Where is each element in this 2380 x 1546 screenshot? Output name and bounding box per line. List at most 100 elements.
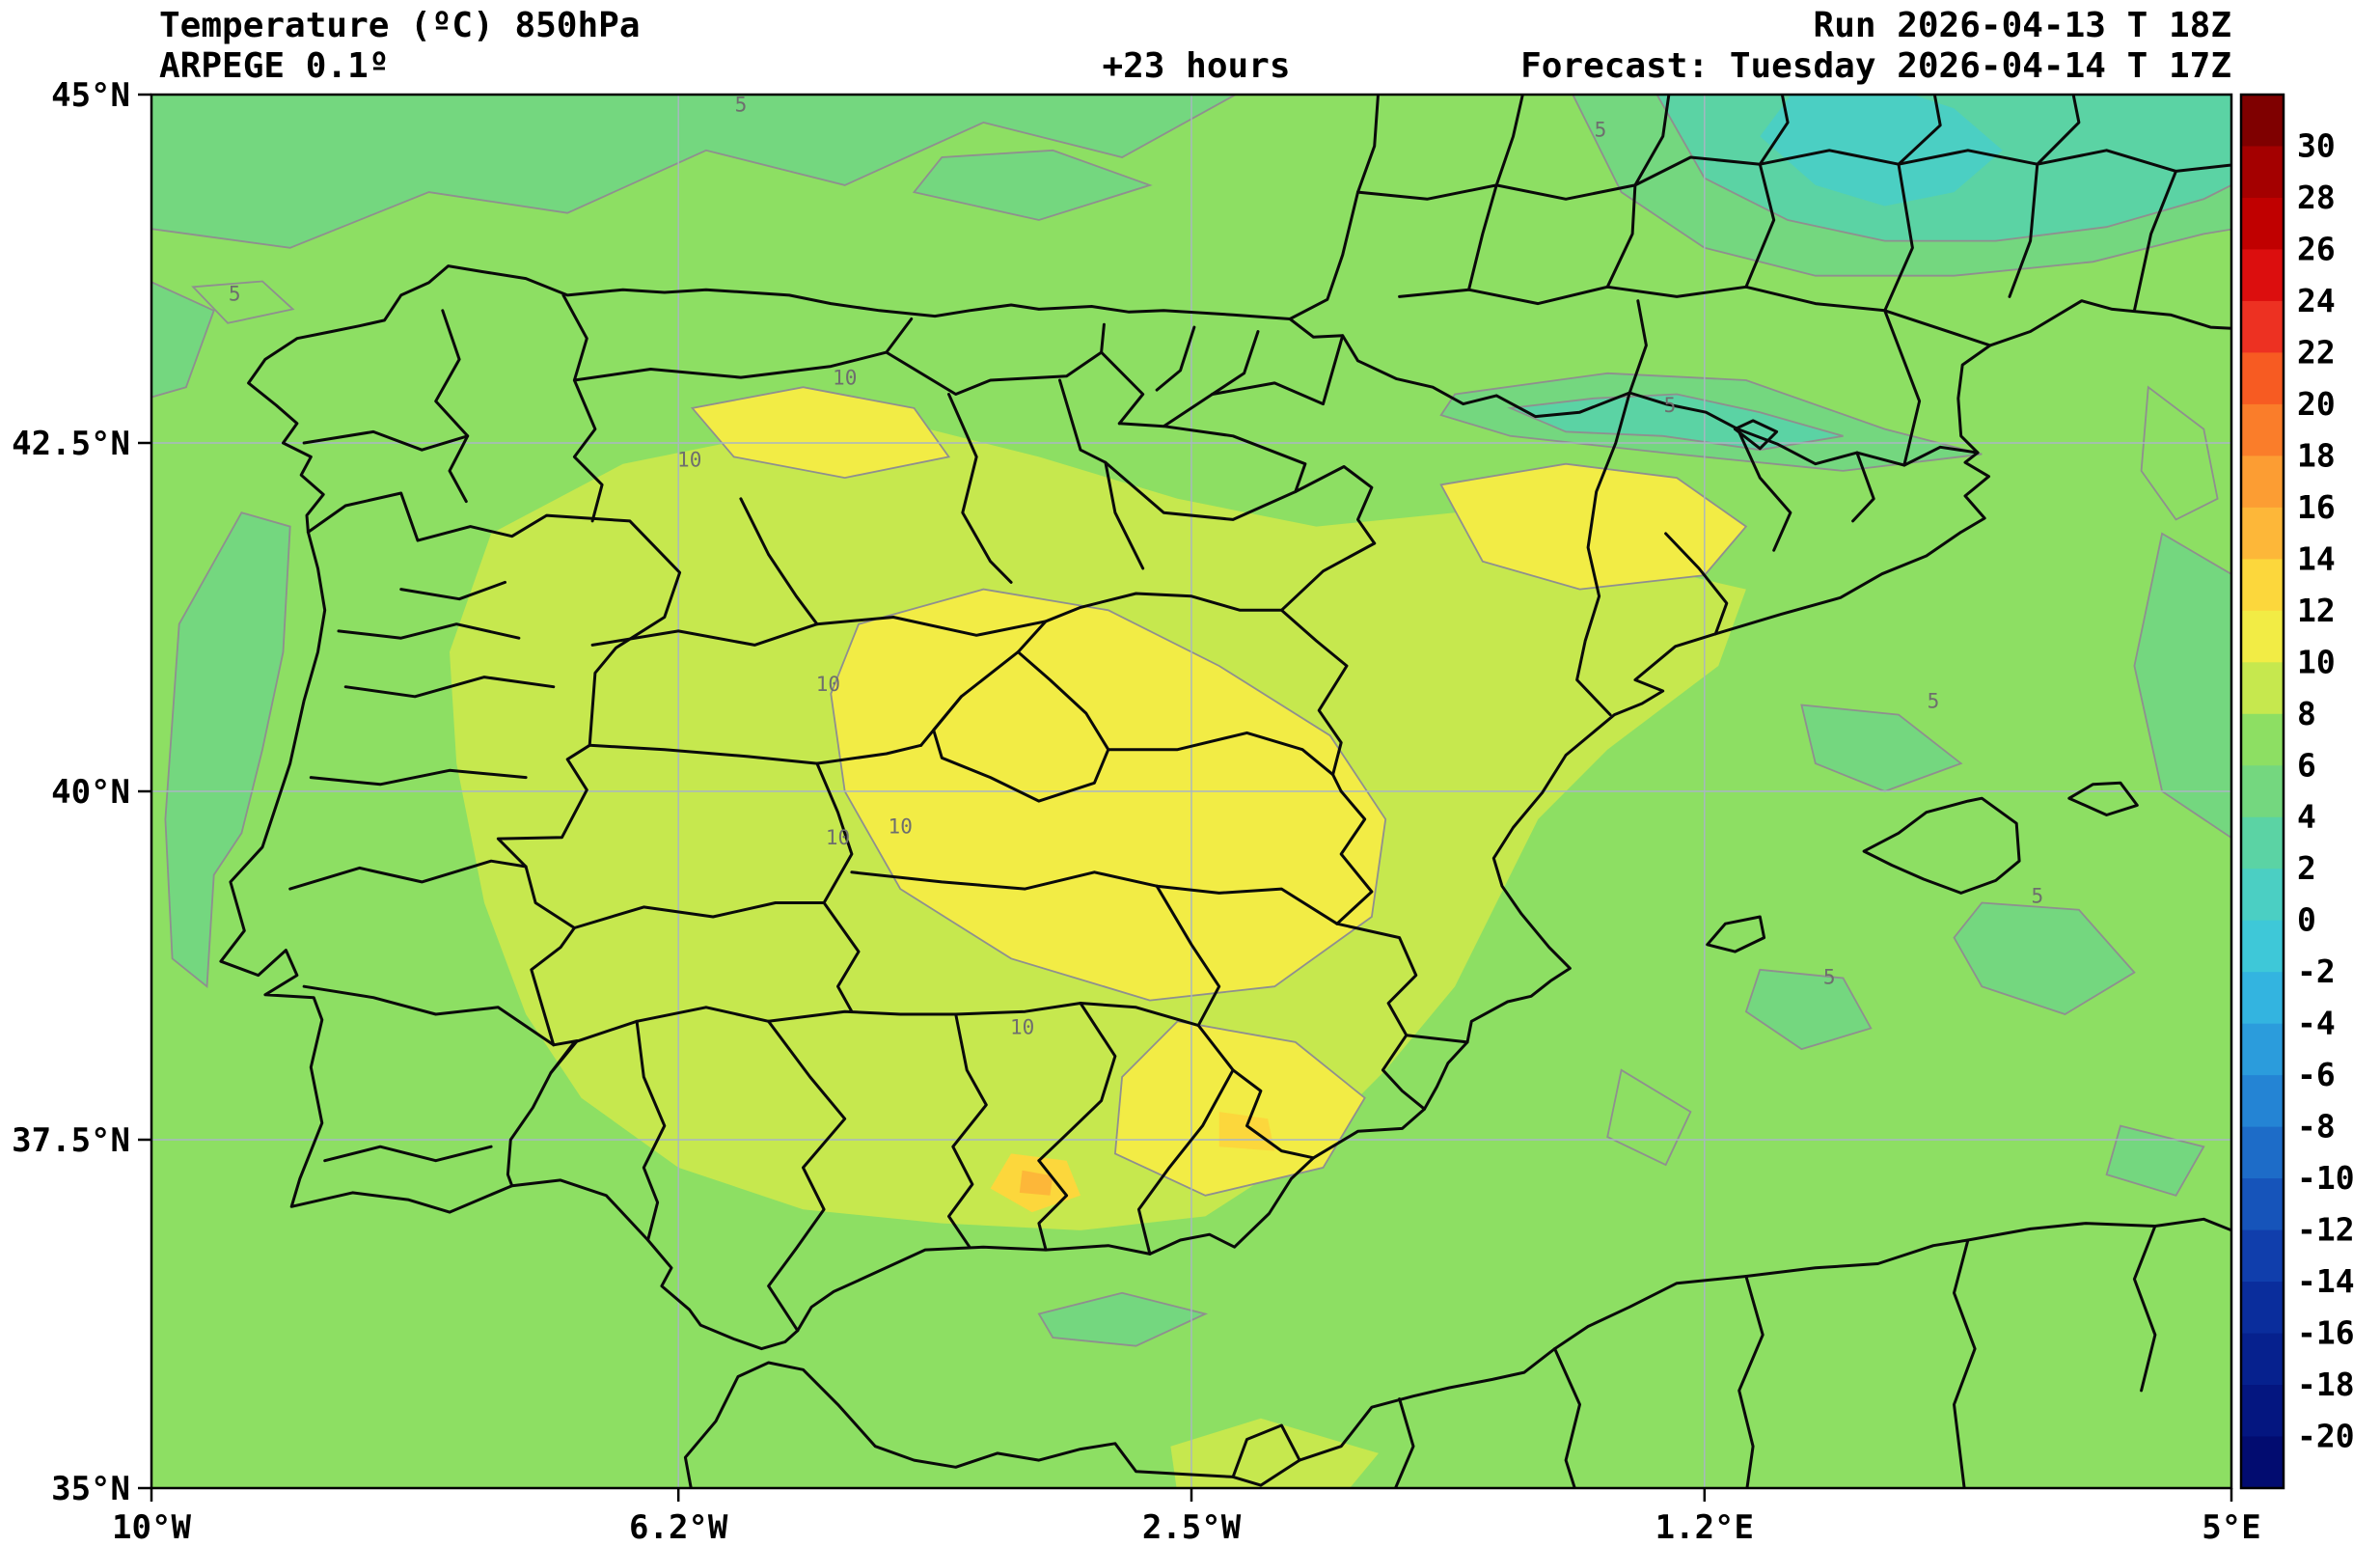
temp-band-4-6 <box>1801 704 1961 791</box>
colorbar-tick-label: -14 <box>2297 1262 2355 1300</box>
province-border <box>434 309 470 504</box>
colorbar-tick-label: 18 <box>2297 436 2336 474</box>
colorbar-band <box>2241 559 2284 612</box>
colorbar-band <box>2241 146 2284 199</box>
temp-band-8-10 <box>1170 1418 1379 1488</box>
contour-label-5: 5 <box>1928 689 1940 712</box>
province-border <box>1398 285 1992 347</box>
province-border <box>1196 1024 1315 1160</box>
contour-5-line <box>191 280 295 324</box>
x-tick-label: 2.5°W <box>1142 1508 1242 1546</box>
valid-time-label: Forecast: Tuesday 2026-04-14 T 17Z <box>1520 46 2231 86</box>
province-border <box>302 429 470 452</box>
contour-10-line <box>1439 462 1748 591</box>
province-border <box>947 1012 988 1249</box>
colorbar-tick-label: 4 <box>2297 798 2316 836</box>
province-border <box>635 1019 667 1242</box>
contour-label-5: 5 <box>229 283 241 306</box>
province-border <box>549 1002 1200 1075</box>
colorbar-tick-label: -12 <box>2297 1211 2355 1249</box>
province-border <box>1758 95 1790 166</box>
x-tick-label: 5°E <box>2202 1508 2260 1546</box>
province-border <box>309 768 528 787</box>
colorbar-band <box>2241 1023 2284 1076</box>
province-border <box>1037 1002 1117 1163</box>
contour-5-line <box>2133 532 2231 840</box>
temp-band-10-12 <box>1440 463 1746 590</box>
colorbar-band <box>2241 1126 2284 1179</box>
province-border <box>1335 789 1374 925</box>
y-tick-label: 45°N <box>51 76 130 115</box>
colorbar-tick-label: 24 <box>2297 282 2336 319</box>
colorbar-band <box>2241 972 2284 1025</box>
province-border <box>2132 169 2177 313</box>
contour-label-10: 10 <box>677 449 701 472</box>
province-border <box>932 650 1110 803</box>
y-tick-label: 37.5°N <box>12 1121 130 1160</box>
province-border <box>399 580 506 601</box>
province-border <box>1736 428 1792 552</box>
province-border <box>1664 532 1729 636</box>
province-border <box>1107 731 1335 777</box>
colorbar-tick-label: -2 <box>2297 952 2336 990</box>
colorbar-tick-label: -6 <box>2297 1056 2336 1093</box>
colorbar-band <box>2241 1229 2284 1283</box>
province-border <box>850 870 1159 891</box>
contour-5-line <box>164 511 291 988</box>
temp-band-4-6 <box>2106 1125 2204 1196</box>
colorbar-band <box>2241 1178 2284 1231</box>
y-tick-label: 35°N <box>51 1470 130 1508</box>
province-border <box>1883 162 1914 313</box>
province-border <box>1737 1275 1764 1488</box>
colorbar-tick-label: 6 <box>2297 746 2316 784</box>
temp-band-4-6 <box>165 512 290 987</box>
colorbar-band <box>2241 300 2284 354</box>
province-border <box>588 743 923 765</box>
colorbar-band <box>2241 869 2284 922</box>
temp-band-4-6 <box>151 282 214 398</box>
chart-title: Temperature (ºC) 850hPa <box>159 6 641 45</box>
province-border <box>739 497 819 626</box>
province-border <box>1953 1238 1977 1488</box>
province-border <box>343 676 556 699</box>
run-label: Run 2026-04-13 T 18Z <box>1814 6 2231 45</box>
province-border <box>947 393 1013 584</box>
province-border <box>1037 1159 1069 1252</box>
temp-band-0-2 <box>1760 95 2003 207</box>
colorbar-tick-label: 14 <box>2297 539 2336 577</box>
colorbar-tick-label: -16 <box>2297 1314 2355 1352</box>
colorbar-tick-label: 30 <box>2297 127 2336 165</box>
province-border <box>1883 309 1922 467</box>
colorbar-tick-label: -18 <box>2297 1366 2355 1403</box>
colorbar-tick-label: -10 <box>2297 1159 2355 1197</box>
balearic-island-coastline <box>1862 796 2021 895</box>
province-border <box>1467 183 1498 291</box>
province-border <box>1393 1397 1415 1488</box>
france-atlantic-coast <box>1288 95 1380 320</box>
province-border <box>1628 299 1648 395</box>
province-border <box>1211 334 1345 406</box>
contour-label-10: 10 <box>1010 1015 1034 1038</box>
forecast-hour-label: +23 hours <box>1102 46 1290 86</box>
province-border <box>2036 95 2081 166</box>
colorbar-tick-label: 26 <box>2297 230 2336 267</box>
province-border <box>767 1019 847 1333</box>
y-tick-label: 42.5°N <box>12 425 130 463</box>
contour-5-line <box>1037 1291 1209 1347</box>
province-border <box>572 317 914 382</box>
header: Temperature (ºC) 850hPa ARPEGE 0.1º +23 … <box>159 6 2231 86</box>
axes-layer: 10°W 6.2°W 2.5°W 1.2°E 5°E 45°N 42.5°N 40°N 37.5… <box>12 76 2261 1546</box>
colorbar-band <box>2241 456 2284 509</box>
colorbar-tick-label: 8 <box>2297 695 2316 732</box>
colorbar-tick-label: 12 <box>2297 592 2336 629</box>
contour-5-line <box>1800 704 1963 792</box>
temp-band-10-12 <box>831 589 1386 1001</box>
province-border <box>1851 451 1875 523</box>
temp-band-10-12 <box>692 387 949 479</box>
colorbar-band <box>2241 920 2284 973</box>
province-border <box>1100 350 1145 426</box>
north-africa-coastline <box>683 1217 2231 1488</box>
x-tick-label: 1.2°E <box>1655 1508 1754 1546</box>
colorbar-tick-label: 22 <box>2297 333 2336 371</box>
